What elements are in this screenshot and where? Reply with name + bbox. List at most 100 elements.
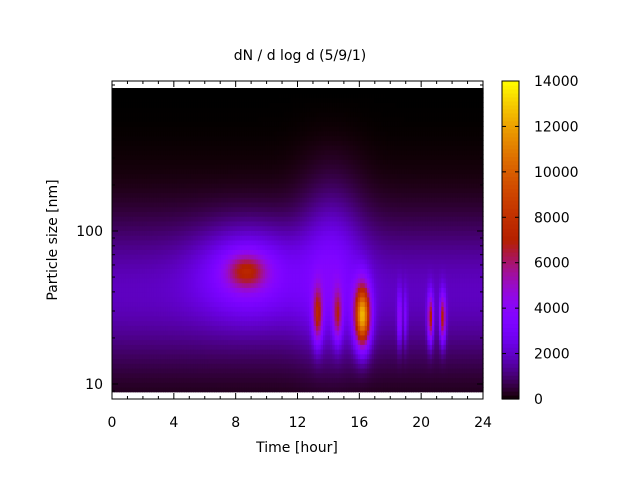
heatmap-cell bbox=[118, 197, 122, 203]
heatmap-cell bbox=[144, 168, 148, 175]
heatmap-cell bbox=[200, 149, 204, 156]
heatmap-cell bbox=[137, 130, 141, 137]
heatmap-cell bbox=[230, 197, 234, 203]
heatmap-cell bbox=[144, 225, 148, 231]
heatmap-cell bbox=[130, 111, 134, 118]
heatmap-cell bbox=[195, 339, 199, 345]
heatmap-cell bbox=[190, 382, 194, 388]
heatmap-cell bbox=[230, 315, 234, 322]
heatmap-cell bbox=[121, 206, 125, 213]
heatmap-cell bbox=[132, 173, 136, 179]
heatmap-cell bbox=[181, 363, 185, 369]
heatmap-cell bbox=[163, 320, 166, 326]
heatmap-cell bbox=[128, 363, 132, 369]
heatmap-cell bbox=[223, 88, 227, 94]
heatmap-cell bbox=[165, 154, 169, 160]
heatmap-cell bbox=[174, 125, 178, 132]
heatmap-cell bbox=[181, 368, 185, 374]
heatmap-cell bbox=[139, 159, 143, 165]
heatmap-cell bbox=[179, 125, 183, 132]
heatmap-cell bbox=[151, 88, 155, 94]
heatmap-cell bbox=[139, 344, 143, 350]
heatmap-cell bbox=[292, 387, 296, 393]
heatmap-cell bbox=[200, 121, 204, 127]
heatmap-cell bbox=[227, 206, 231, 213]
heatmap-cell bbox=[227, 349, 231, 355]
heatmap-cell bbox=[167, 168, 171, 175]
heatmap-cell bbox=[160, 116, 164, 122]
heatmap-cell bbox=[285, 239, 289, 246]
heatmap-cell bbox=[114, 273, 118, 279]
heatmap-cell bbox=[174, 140, 178, 146]
heatmap-cell bbox=[130, 225, 134, 231]
heatmap-cell bbox=[281, 144, 285, 151]
heatmap-cell bbox=[167, 173, 171, 179]
heatmap-cell bbox=[258, 282, 261, 288]
heatmap-cell bbox=[232, 197, 236, 203]
heatmap-cell bbox=[216, 168, 220, 175]
heatmap-cell bbox=[188, 387, 192, 393]
heatmap-cell bbox=[128, 258, 132, 265]
heatmap-cell bbox=[255, 268, 259, 274]
heatmap-cell bbox=[244, 135, 248, 141]
heatmap-cell bbox=[195, 315, 199, 322]
heatmap-cell bbox=[112, 249, 115, 255]
heatmap-cell bbox=[255, 334, 259, 341]
heatmap-cell bbox=[241, 154, 245, 160]
heatmap-cell bbox=[276, 330, 280, 336]
heatmap-cell bbox=[225, 311, 229, 317]
heatmap-cell bbox=[283, 107, 287, 113]
heatmap-cell bbox=[260, 382, 264, 388]
heatmap-cell bbox=[265, 273, 268, 279]
heatmap-cell bbox=[211, 301, 215, 307]
heatmap-cell bbox=[165, 235, 169, 241]
heatmap-cell bbox=[116, 330, 120, 336]
heatmap-cell bbox=[200, 230, 204, 236]
heatmap-cell bbox=[225, 282, 229, 288]
heatmap-cell bbox=[253, 130, 257, 137]
heatmap-cell bbox=[121, 88, 125, 94]
heatmap-cell bbox=[114, 230, 118, 236]
heatmap-cell bbox=[218, 372, 222, 379]
heatmap-cell bbox=[174, 382, 178, 388]
heatmap-cell bbox=[153, 201, 157, 208]
heatmap-cell bbox=[116, 244, 120, 250]
heatmap-cell bbox=[116, 315, 120, 322]
heatmap-cell bbox=[190, 144, 194, 151]
heatmap-cell bbox=[269, 92, 273, 99]
heatmap-cell bbox=[130, 363, 134, 369]
heatmap-cell bbox=[135, 382, 139, 388]
heatmap-cell bbox=[179, 249, 183, 255]
heatmap-cell bbox=[128, 277, 132, 284]
heatmap-cell bbox=[285, 339, 289, 345]
heatmap-cell bbox=[265, 92, 268, 99]
heatmap-cell bbox=[151, 102, 155, 108]
heatmap-cell bbox=[181, 173, 185, 179]
heatmap-cell bbox=[125, 239, 129, 246]
heatmap-cell bbox=[197, 173, 201, 179]
heatmap-cell bbox=[193, 344, 197, 350]
heatmap-cell bbox=[265, 311, 268, 317]
heatmap-cell bbox=[265, 239, 268, 246]
heatmap-cell bbox=[265, 130, 268, 137]
heatmap-cell bbox=[163, 387, 166, 393]
heatmap-cell bbox=[258, 168, 261, 175]
heatmap-cell bbox=[283, 244, 287, 250]
heatmap-cell bbox=[172, 263, 176, 269]
heatmap-cell bbox=[267, 225, 271, 231]
heatmap-cell bbox=[260, 163, 264, 170]
heatmap-cell bbox=[248, 368, 252, 374]
heatmap-cell bbox=[218, 239, 222, 246]
heatmap-cell bbox=[146, 363, 150, 369]
heatmap-cell bbox=[128, 135, 132, 141]
heatmap-cell bbox=[246, 107, 250, 113]
heatmap-cell bbox=[220, 320, 224, 326]
heatmap-cell bbox=[163, 159, 166, 165]
heatmap-cell bbox=[209, 239, 213, 246]
heatmap-cell bbox=[156, 287, 159, 293]
heatmap-cell bbox=[253, 102, 257, 108]
heatmap-cell bbox=[156, 363, 159, 369]
heatmap-cell bbox=[246, 273, 250, 279]
heatmap-cell bbox=[179, 334, 183, 341]
heatmap-cell bbox=[179, 282, 183, 288]
